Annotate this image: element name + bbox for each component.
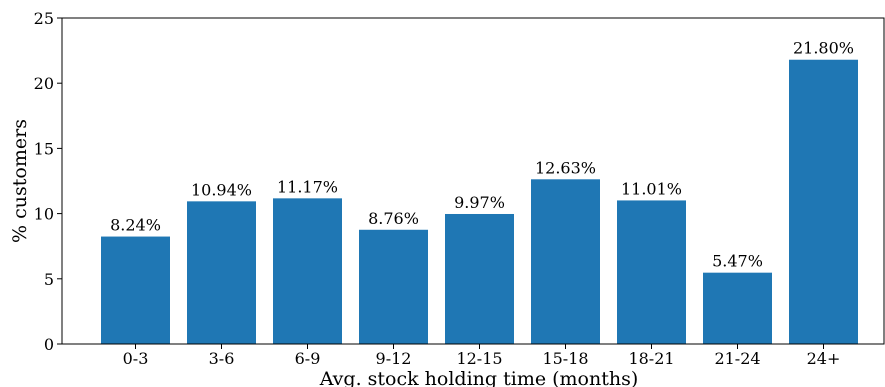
plot-frame [61, 17, 885, 345]
data-label: 9.97% [454, 193, 505, 212]
bar-9-12 [359, 229, 428, 344]
y-tick-label: 15 [34, 139, 54, 158]
data-label: 11.17% [277, 177, 338, 196]
data-label: 8.24% [110, 216, 161, 235]
x-tick-label: 9-12 [376, 349, 412, 368]
y-axis: 0 5 10 15 20 25 [34, 9, 62, 354]
y-tick-label: 20 [34, 74, 54, 93]
y-axis-label: % customers [9, 119, 31, 243]
bar-24+ [789, 59, 858, 345]
bar-15-18 [531, 179, 600, 344]
bar-12-15 [445, 213, 514, 344]
x-tick-label: 12-15 [456, 349, 502, 368]
data-label: 12.63% [535, 158, 596, 177]
x-axis: 0-3 3-6 6-9 9-12 12-15 15-18 18-21 21-24 24+ [123, 344, 841, 368]
data-labels-group: 8.24% 10.94% 11.17% 8.76% 9.97% 12.63% 11.01% 5… [110, 39, 854, 271]
x-tick-label: 24+ [807, 349, 841, 368]
bar-0-3 [101, 236, 170, 344]
bar-6-9 [273, 198, 342, 344]
data-label: 21.80% [793, 39, 854, 58]
bar-21-24 [703, 272, 772, 344]
x-tick-label: 6-9 [295, 349, 321, 368]
bar-18-21 [617, 200, 686, 344]
x-tick-label: 18-21 [628, 349, 674, 368]
bars-group [101, 59, 858, 345]
x-tick-label: 3-6 [209, 349, 235, 368]
y-tick-label: 10 [34, 205, 54, 224]
data-label: 8.76% [368, 209, 419, 228]
data-label: 11.01% [621, 179, 682, 198]
y-tick-label: 0 [44, 335, 54, 354]
x-tick-label: 21-24 [714, 349, 760, 368]
bar-3-6 [187, 201, 256, 344]
y-tick-label: 5 [44, 270, 54, 289]
x-tick-label: 0-3 [123, 349, 149, 368]
data-label: 5.47% [712, 252, 763, 271]
data-label: 10.94% [191, 180, 252, 199]
y-tick-label: 25 [34, 9, 54, 28]
x-tick-label: 15-18 [542, 349, 588, 368]
x-axis-label: Avg. stock holding time (months) [319, 368, 639, 387]
